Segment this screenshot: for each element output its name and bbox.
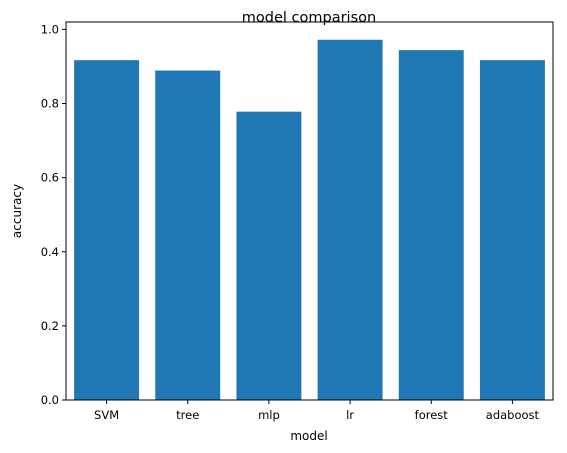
bars-group [74,39,545,401]
bar-lr [317,39,383,400]
bar-SVM [74,60,140,400]
bar-mlp [236,111,302,401]
x-tick-label: tree [176,408,199,422]
y-tick-label: 0.6 [41,171,59,185]
y-axis: 0.0 0.2 0.4 0.6 0.8 1.0 [41,22,66,407]
y-tick-label: 0.2 [41,319,59,333]
y-tick-label: 1.0 [41,22,59,36]
plot-frame [65,21,554,401]
bar-tree [155,70,221,400]
bar-forest [398,50,464,401]
plot-area [65,21,554,401]
y-tick-label: 0.0 [41,393,59,407]
y-tick-label: 0.4 [41,245,59,259]
y-axis-label: accuracy [10,184,24,238]
x-axis: SVM tree mlp lr forest adaboost [94,400,540,422]
x-axis-label: model [290,429,327,443]
bar-adaboost [479,60,545,400]
x-tick-label: lr [346,408,354,422]
x-tick-label: forest [415,408,449,422]
x-tick-label: adaboost [486,408,540,422]
y-tick-label: 0.8 [41,97,59,111]
chart-title: model comparison [242,10,376,26]
x-tick-label: SVM [94,408,119,422]
x-tick-label: mlp [258,408,280,422]
